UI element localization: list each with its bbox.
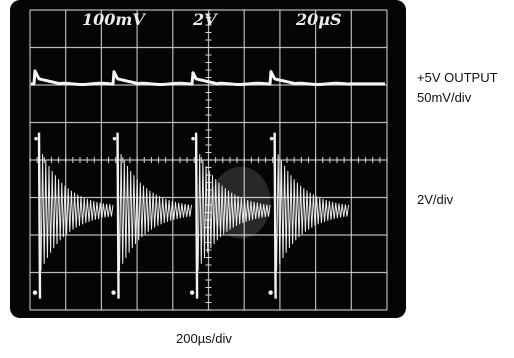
series-edge-dot <box>268 290 273 295</box>
series-ringing-burst <box>197 154 271 271</box>
traces <box>30 69 386 299</box>
lower-scale-label: 2V/div <box>417 192 454 207</box>
series-edge-dot <box>34 136 38 141</box>
series-output-trace <box>30 69 386 86</box>
output-scale-label: 50mV/div <box>417 90 472 105</box>
phosphor-glow <box>210 166 271 239</box>
oscilloscope-plot: 100mV 2V 20µS <box>10 0 406 318</box>
series-ringing-burst <box>119 154 192 271</box>
series-switch-edge <box>273 132 277 299</box>
series-edge-dot <box>32 290 38 295</box>
series-edge-dot <box>111 290 116 295</box>
series-edge-dot <box>269 136 274 141</box>
time-scale-label: 200µs/div <box>176 331 232 346</box>
series-switch-edge <box>116 132 120 299</box>
series-edge-dot <box>191 136 195 141</box>
oscilloscope-screen: 100mV 2V 20µS <box>10 0 406 318</box>
series-edge-dot <box>112 136 117 141</box>
screen-header: 100mV 2V 20µS <box>82 10 342 29</box>
header-timebase: 20µS <box>295 10 342 29</box>
graticule <box>29 9 388 311</box>
header-volts-ch1: 100mV <box>82 10 146 29</box>
series-switch-edge <box>37 132 42 299</box>
series-edge-dot <box>189 290 195 295</box>
series-switch-edge <box>194 132 199 299</box>
header-volts-ch2: 2V <box>192 10 218 29</box>
series-ringing-burst <box>276 154 350 271</box>
output-name-label: +5V OUTPUT <box>417 70 498 85</box>
series-ringing-burst <box>40 154 114 271</box>
